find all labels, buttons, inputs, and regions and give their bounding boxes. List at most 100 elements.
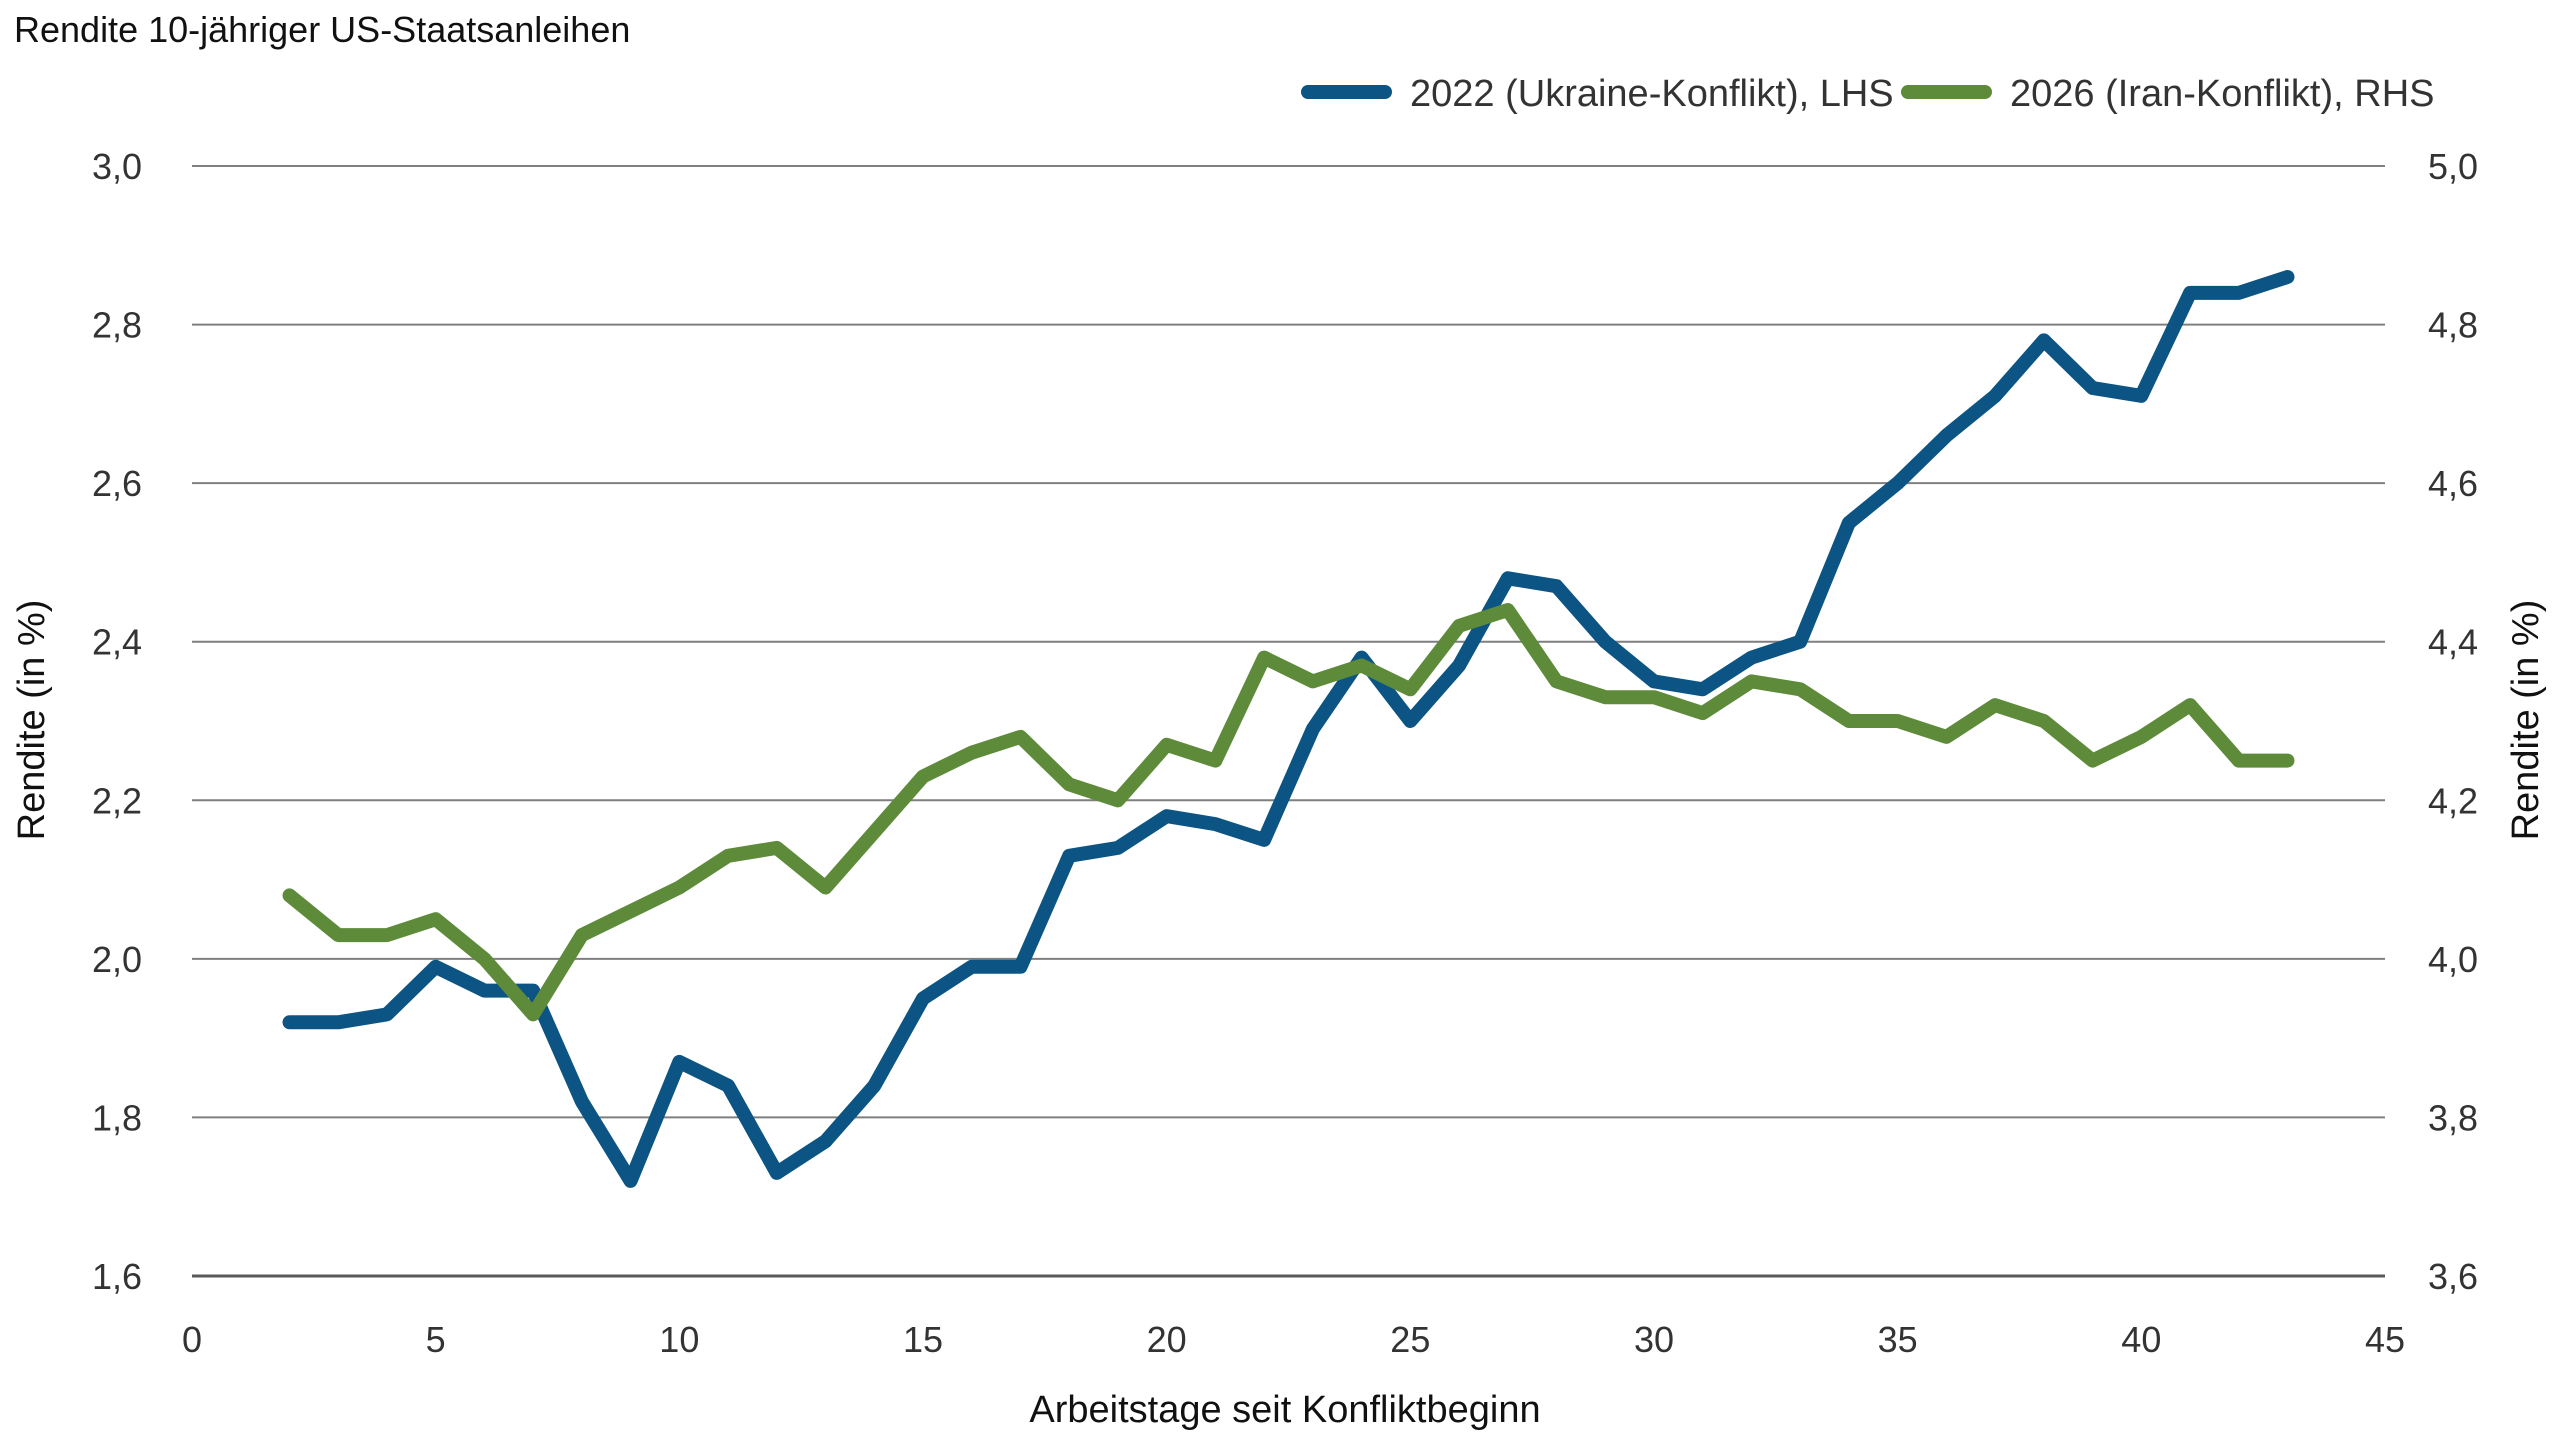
- data-point-series-1: [1799, 641, 1801, 643]
- series-line-2: [282, 603, 2295, 1022]
- data-point-series-2: [1019, 736, 1021, 738]
- series-lines: [282, 270, 2295, 1188]
- data-point-series-1: [1994, 395, 1996, 397]
- data-point-series-2: [1312, 680, 1314, 682]
- data-point-series-1: [1214, 823, 1216, 825]
- data-point-series-1: [1361, 657, 1363, 659]
- data-point-series-2: [678, 887, 680, 889]
- data-point-series-1: [727, 1085, 729, 1087]
- right-tick-label: 5,0: [2428, 146, 2478, 187]
- data-point-series-2: [483, 958, 485, 960]
- left-tick-label: 2,6: [92, 463, 142, 504]
- data-point-series-1: [1166, 815, 1168, 817]
- left-axis-label: Rendite (in %): [11, 600, 53, 841]
- x-tick-label: 40: [2121, 1319, 2161, 1360]
- data-point-series-1: [2287, 276, 2289, 278]
- data-point-series-1: [435, 966, 437, 968]
- data-point-series-2: [337, 934, 339, 936]
- data-point-series-1: [2043, 339, 2045, 341]
- data-point-series-1: [483, 990, 485, 992]
- data-point-series-2: [2238, 760, 2240, 762]
- legend-label-series-1: 2022 (Ukraine-Konflikt), LHS: [1410, 73, 1894, 115]
- data-point-series-2: [1994, 704, 1996, 706]
- data-point-series-2: [435, 918, 437, 920]
- x-tick-label: 20: [1147, 1319, 1187, 1360]
- data-point-series-1: [1945, 435, 1947, 437]
- data-point-series-2: [2287, 760, 2289, 762]
- data-point-series-1: [1068, 855, 1070, 857]
- data-point-series-2: [1068, 783, 1070, 785]
- data-point-series-1: [1507, 577, 1509, 579]
- left-tick-label: 1,6: [92, 1256, 142, 1297]
- data-point-series-2: [873, 831, 875, 833]
- data-point-series-2: [1166, 744, 1168, 746]
- data-point-series-2: [825, 887, 827, 889]
- data-point-series-2: [532, 1013, 534, 1015]
- x-tick-label: 35: [1878, 1319, 1918, 1360]
- data-point-series-1: [532, 990, 534, 992]
- data-point-series-2: [2140, 736, 2142, 738]
- data-point-series-1: [776, 1172, 778, 1174]
- data-point-series-1: [678, 1061, 680, 1063]
- data-point-series-2: [386, 934, 388, 936]
- data-point-series-1: [873, 1085, 875, 1087]
- chart-title: Rendite 10-jähriger US-Staatsanleihen: [14, 9, 630, 50]
- data-point-series-1: [2238, 292, 2240, 294]
- legend: 2022 (Ukraine-Konflikt), LHS 2026 (Iran-…: [1301, 73, 2435, 115]
- x-tick-label: 10: [659, 1319, 699, 1360]
- data-point-series-2: [2092, 760, 2094, 762]
- data-point-series-2: [1750, 680, 1752, 682]
- data-point-series-1: [1458, 665, 1460, 667]
- data-point-series-1: [288, 1021, 290, 1023]
- data-point-series-2: [1214, 760, 1216, 762]
- data-point-series-2: [1945, 736, 1947, 738]
- data-point-series-1: [1653, 680, 1655, 682]
- data-point-series-2: [1117, 799, 1119, 801]
- x-tick-label: 0: [182, 1319, 202, 1360]
- data-point-series-1: [1312, 728, 1314, 730]
- left-axis-ticks: 1,6 1,8 2,0 2,2 2,4 2,6 2,8 3,0: [92, 146, 142, 1297]
- legend-label-series-2: 2026 (Iran-Konflikt), RHS: [2010, 73, 2435, 115]
- left-tick-label: 2,2: [92, 780, 142, 821]
- data-point-series-1: [630, 1180, 632, 1182]
- data-point-series-2: [2189, 704, 2191, 706]
- data-point-series-1: [2189, 292, 2191, 294]
- data-point-series-1: [2092, 387, 2094, 389]
- data-point-series-1: [1750, 657, 1752, 659]
- data-point-series-1: [337, 1021, 339, 1023]
- data-point-series-1: [1556, 585, 1558, 587]
- data-point-series-2: [288, 894, 290, 896]
- right-tick-label: 4,4: [2428, 622, 2478, 663]
- data-point-series-2: [1556, 680, 1558, 682]
- data-point-series-2: [971, 752, 973, 754]
- left-tick-label: 1,8: [92, 1097, 142, 1138]
- data-point-series-1: [1897, 482, 1899, 484]
- data-point-series-1: [1263, 839, 1265, 841]
- x-tick-label: 45: [2365, 1319, 2405, 1360]
- x-tick-label: 5: [426, 1319, 446, 1360]
- data-point-series-2: [630, 910, 632, 912]
- x-axis-label: Arbeitstage seit Konfliktbeginn: [1029, 1389, 1540, 1431]
- left-tick-label: 3,0: [92, 146, 142, 187]
- data-point-series-1: [1117, 847, 1119, 849]
- left-tick-label: 2,8: [92, 305, 142, 346]
- data-point-series-2: [1604, 696, 1606, 698]
- data-point-series-1: [581, 1101, 583, 1103]
- data-point-series-2: [1409, 688, 1411, 690]
- data-point-series-1: [2140, 395, 2142, 397]
- data-point-series-2: [1653, 696, 1655, 698]
- data-point-series-1: [825, 1140, 827, 1142]
- data-point-series-1: [386, 1013, 388, 1015]
- data-point-series-1: [1604, 641, 1606, 643]
- data-point-series-2: [581, 934, 583, 936]
- left-tick-label: 2,0: [92, 939, 142, 980]
- data-point-series-2: [2043, 720, 2045, 722]
- right-tick-label: 4,8: [2428, 305, 2478, 346]
- data-point-series-2: [1848, 720, 1850, 722]
- right-tick-label: 4,6: [2428, 463, 2478, 504]
- series-line-1: [282, 270, 2295, 1188]
- right-tick-label: 3,6: [2428, 1256, 2478, 1297]
- data-point-series-2: [1702, 712, 1704, 714]
